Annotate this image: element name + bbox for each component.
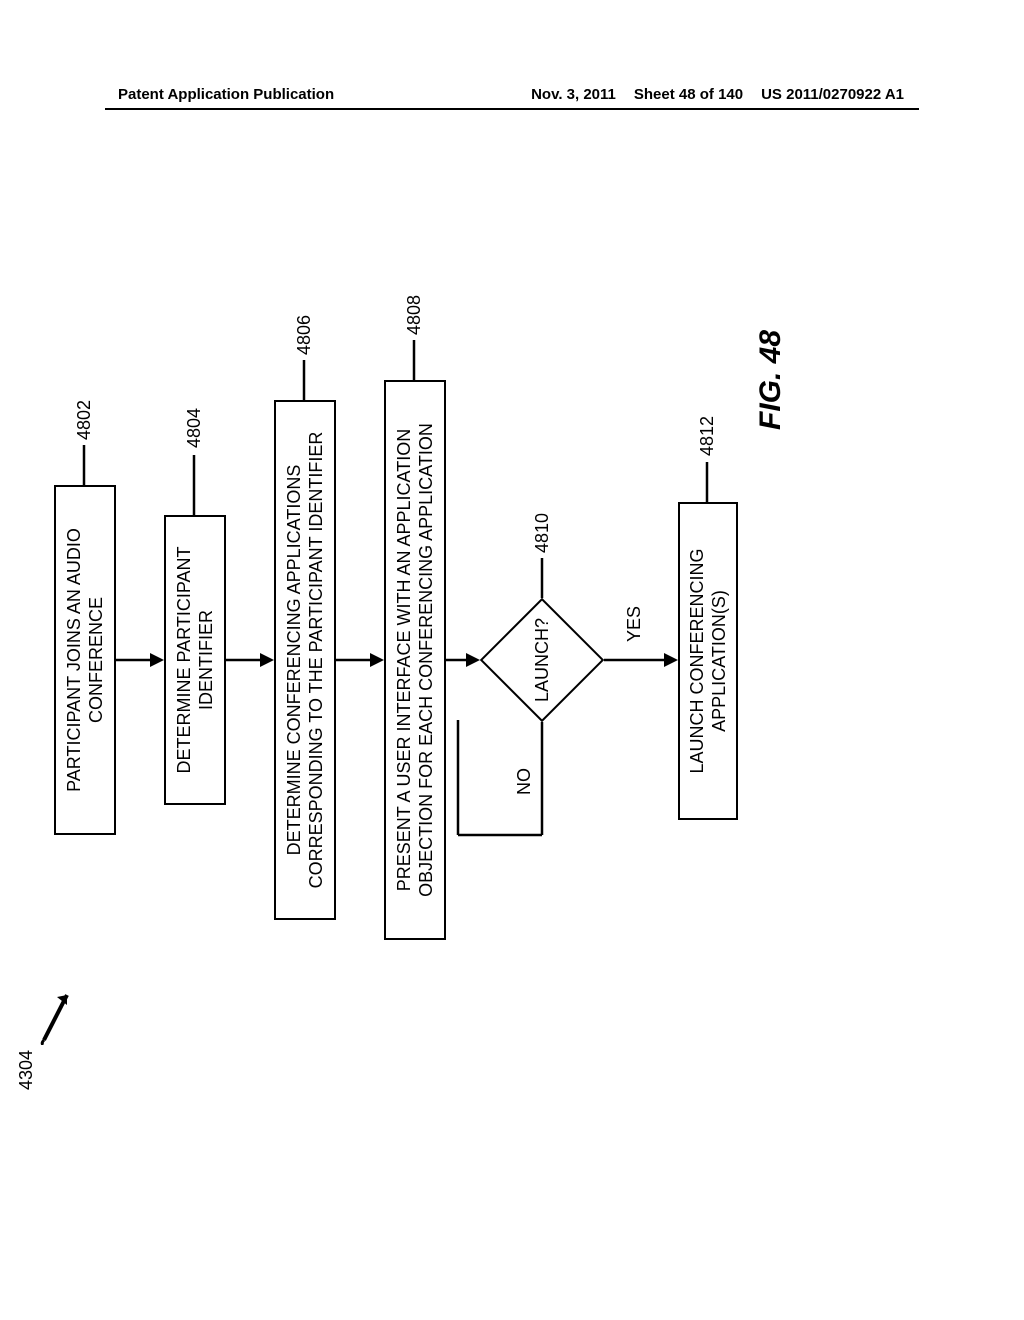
box-text: DETERMINE CONFERENCING APPLICATIONS CORR… [283, 412, 328, 908]
ref-tick [537, 548, 547, 598]
process-box-launch-apps: LAUNCH CONFERENCING APPLICATION(S) [678, 502, 738, 820]
arrow-down-icon [336, 650, 384, 670]
header-left: Patent Application Publication [118, 86, 334, 103]
ref-label-4808: 4808 [404, 295, 425, 335]
ref-label-4810: 4810 [532, 513, 553, 553]
ref-tick [299, 350, 309, 400]
ref-arrow-icon [39, 975, 79, 1045]
ref-label-4812: 4812 [697, 416, 718, 456]
header-date: Nov. 3, 2011 [531, 86, 616, 103]
process-box-present-ui: PRESENT A USER INTERFACE WITH AN APPLICA… [384, 380, 446, 940]
arrow-down-icon [116, 650, 164, 670]
box-text: PRESENT A USER INTERFACE WITH AN APPLICA… [393, 392, 438, 928]
header-sheet: Sheet 48 of 140 [634, 86, 743, 103]
ref-label-4804: 4804 [184, 408, 205, 448]
flowchart: 4304 PARTICIPANT JOINS AN AUDIO CONFEREN… [54, 320, 974, 1000]
process-box-determine-participant: DETERMINE PARTICIPANT IDENTIFIER [164, 515, 226, 805]
header-right: Nov. 3, 2011 Sheet 48 of 140 US 2011/027… [531, 86, 904, 103]
diamond-text: LAUNCH? [532, 616, 553, 704]
ref-label-4802: 4802 [74, 400, 95, 440]
arrow-down-icon [604, 650, 678, 670]
ref-tick [702, 452, 712, 502]
box-text: LAUNCH CONFERENCING APPLICATION(S) [686, 514, 731, 808]
ref-tick [79, 435, 89, 485]
ref-tick [189, 445, 199, 515]
process-box-join-audio: PARTICIPANT JOINS AN AUDIO CONFERENCE [54, 485, 116, 835]
ref-tick [409, 330, 419, 380]
edge-label-no: NO [514, 768, 535, 795]
arrow-down-icon [226, 650, 274, 670]
edge-label-yes: YES [624, 606, 645, 642]
arrow-down-icon [446, 650, 480, 670]
process-box-determine-apps: DETERMINE CONFERENCING APPLICATIONS CORR… [274, 400, 336, 920]
box-text: PARTICIPANT JOINS AN AUDIO CONFERENCE [63, 497, 108, 823]
header-rule [105, 108, 919, 110]
flowchart-ref-number: 4304 [16, 1050, 37, 1090]
page-header: Patent Application Publication Nov. 3, 2… [0, 86, 1024, 103]
ref-label-4806: 4806 [294, 315, 315, 355]
header-pubno: US 2011/0270922 A1 [761, 86, 904, 103]
figure-label: FIG. 48 [754, 330, 788, 430]
box-text: DETERMINE PARTICIPANT IDENTIFIER [173, 527, 218, 793]
